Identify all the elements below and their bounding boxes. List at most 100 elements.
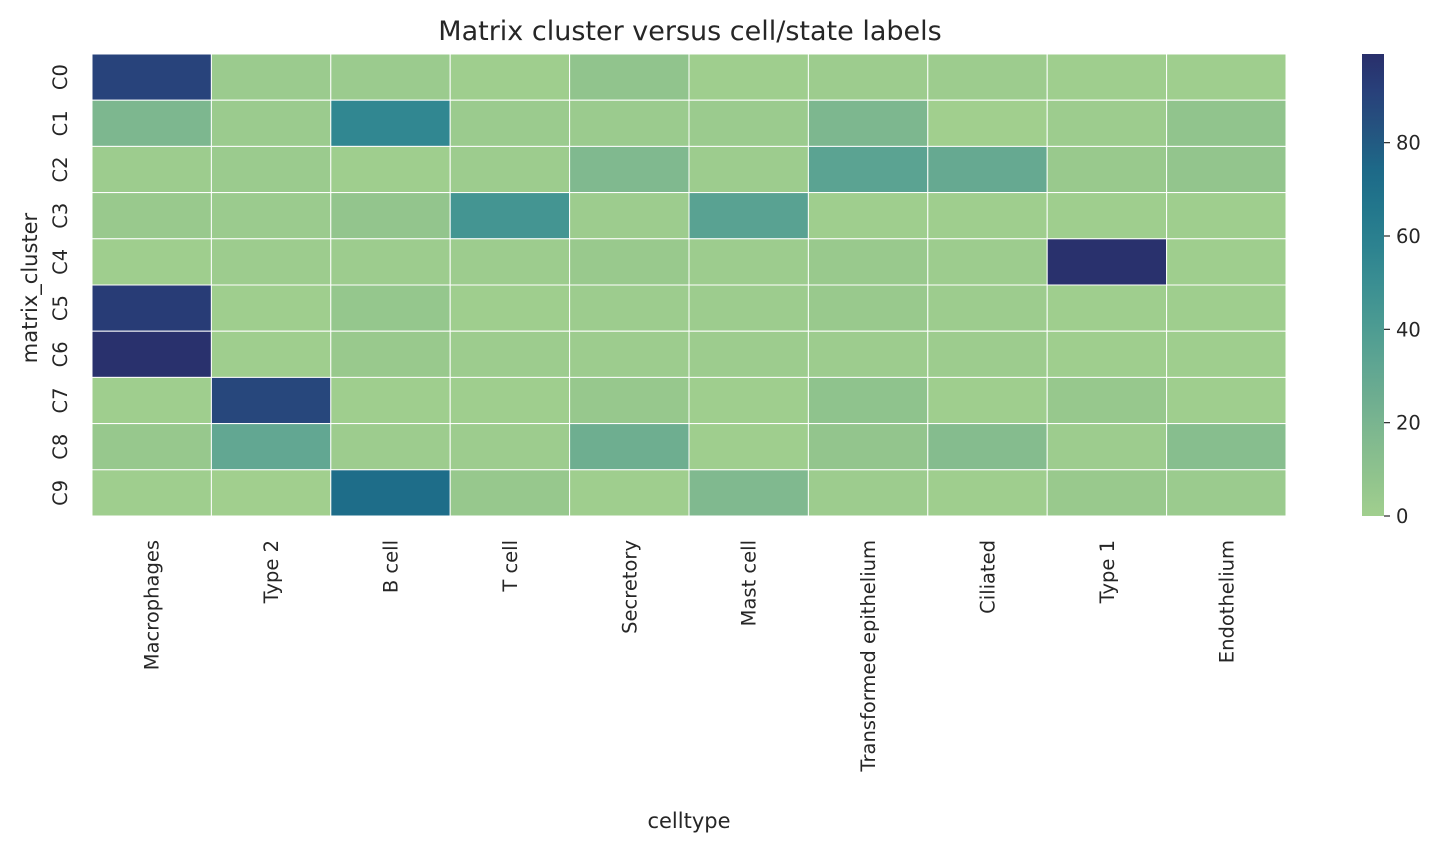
heatmap-cell-C6-10 xyxy=(1166,330,1287,378)
colorbar-tick-label: 20 xyxy=(1396,412,1421,435)
heatmap-cells xyxy=(91,53,1287,517)
heatmap-cell-C9-8 xyxy=(927,469,1048,517)
heatmap-cell-C8-5 xyxy=(569,423,690,471)
heatmap-cell-C0-4 xyxy=(449,53,571,101)
heatmap-cell-C5-4 xyxy=(449,284,571,332)
heatmap-cell-C9-9 xyxy=(1046,469,1168,517)
heatmap-cell-C6-5 xyxy=(569,330,690,378)
heatmap-cell-C8-4 xyxy=(449,423,571,471)
y-tick-label: C2 xyxy=(49,156,72,182)
x-tick-label: Secretory xyxy=(618,540,641,634)
heatmap-cell-C5-1 xyxy=(91,284,212,332)
colorbar-tick-label: 60 xyxy=(1396,225,1421,248)
heatmap-cell-C1-2 xyxy=(210,99,332,147)
heatmap-cell-C5-6 xyxy=(688,284,809,332)
heatmap-cell-C9-3 xyxy=(330,469,451,517)
heatmap-cell-C2-9 xyxy=(1046,145,1168,194)
colorbar-ticks: 0 20 40 60 80 xyxy=(1384,132,1421,528)
y-tick-label: C3 xyxy=(49,203,72,229)
heatmap-cell-C5-5 xyxy=(569,284,690,332)
heatmap-cell-C6-4 xyxy=(449,330,571,378)
x-axis-label: celltype xyxy=(647,809,730,833)
heatmap-cell-C7-2 xyxy=(210,376,332,425)
x-tick-label: Transformed epithelium xyxy=(857,540,880,773)
heatmap-cell-C9-4 xyxy=(449,469,571,517)
x-tick-label: Mast cell xyxy=(738,540,761,626)
heatmap-cell-C3-4 xyxy=(449,192,571,240)
heatmap-cell-C1-3 xyxy=(330,99,451,147)
y-tick-label: C9 xyxy=(49,480,72,506)
heatmap-cell-C5-9 xyxy=(1046,284,1168,332)
heatmap-cell-C6-7 xyxy=(807,330,929,378)
heatmap-cell-C0-7 xyxy=(807,53,929,101)
heatmap-cell-C7-8 xyxy=(927,376,1048,425)
heatmap-cell-C3-8 xyxy=(927,192,1048,240)
heatmap-cell-C8-3 xyxy=(330,423,451,471)
heatmap-cell-C3-1 xyxy=(91,192,212,240)
heatmap-cell-C7-7 xyxy=(807,376,929,425)
heatmap-cell-C8-9 xyxy=(1046,423,1168,471)
heatmap-cell-C2-2 xyxy=(210,145,332,194)
heatmap-cell-C5-7 xyxy=(807,284,929,332)
heatmap-cell-C4-2 xyxy=(210,238,332,286)
y-tick-label: C8 xyxy=(49,434,72,460)
heatmap-cell-C2-7 xyxy=(807,145,929,194)
heatmap-cell-C0-2 xyxy=(210,53,332,101)
heatmap-cell-C7-4 xyxy=(449,376,571,425)
heatmap-cell-C0-9 xyxy=(1046,53,1168,101)
heatmap-cell-C4-6 xyxy=(688,238,809,286)
heatmap-cell-C4-9 xyxy=(1046,238,1168,286)
heatmap-cell-C8-1 xyxy=(91,423,212,471)
heatmap-cell-C7-1 xyxy=(91,376,212,425)
heatmap-cell-C2-5 xyxy=(569,145,690,194)
y-tick-labels: C0 C1 C2 C3 C4 C5 C6 C7 C8 C9 xyxy=(49,64,72,506)
heatmap-cell-C9-10 xyxy=(1166,469,1287,517)
heatmap-cell-C4-7 xyxy=(807,238,929,286)
heatmap-cell-C0-1 xyxy=(91,53,212,101)
colorbar: 0 20 40 60 80 xyxy=(1362,54,1421,528)
heatmap-cell-C3-9 xyxy=(1046,192,1168,240)
heatmap-cell-C2-8 xyxy=(927,145,1048,194)
heatmap-cell-C5-2 xyxy=(210,284,332,332)
heatmap-cell-C9-2 xyxy=(210,469,332,517)
heatmap-cell-C3-3 xyxy=(330,192,451,240)
heatmap-cell-C0-10 xyxy=(1166,53,1287,101)
heatmap-cell-C2-10 xyxy=(1166,145,1287,194)
heatmap-cell-C3-7 xyxy=(807,192,929,240)
heatmap-cell-C7-3 xyxy=(330,376,451,425)
chart-title: Matrix cluster versus cell/state labels xyxy=(438,16,941,47)
heatmap-cell-C1-9 xyxy=(1046,99,1168,147)
heatmap-cell-C6-9 xyxy=(1046,330,1168,378)
y-tick-label: C7 xyxy=(49,387,72,413)
heatmap-cell-C5-8 xyxy=(927,284,1048,332)
x-tick-label: B cell xyxy=(380,540,403,593)
y-tick-label: C5 xyxy=(49,295,72,321)
heatmap-cell-C3-6 xyxy=(688,192,809,240)
heatmap-cell-C4-1 xyxy=(91,238,212,286)
heatmap-cell-C0-8 xyxy=(927,53,1048,101)
heatmap-cell-C1-5 xyxy=(569,99,690,147)
heatmap-cell-C0-6 xyxy=(688,53,809,101)
heatmap-cell-C9-5 xyxy=(569,469,690,517)
colorbar-tick-label: 80 xyxy=(1396,132,1421,155)
heatmap-cell-C7-5 xyxy=(569,376,690,425)
colorbar-gradient xyxy=(1362,54,1384,516)
heatmap-cell-C0-3 xyxy=(330,53,451,101)
heatmap-cell-C6-6 xyxy=(688,330,809,378)
heatmap-cell-C8-6 xyxy=(688,423,809,471)
heatmap-cell-C1-8 xyxy=(927,99,1048,147)
x-tick-label: Type 1 xyxy=(1096,540,1119,604)
heatmap-cell-C4-5 xyxy=(569,238,690,286)
heatmap-cell-C8-8 xyxy=(927,423,1048,471)
heatmap-cell-C2-1 xyxy=(91,145,212,194)
heatmap-cell-C1-10 xyxy=(1166,99,1287,147)
x-tick-labels: Macrophages Type 2 B cell T cell Secretory Ma… xyxy=(141,540,1239,773)
heatmap-cell-C3-2 xyxy=(210,192,332,240)
heatmap-cell-C7-6 xyxy=(688,376,809,425)
x-tick-label: Endothelium xyxy=(1215,540,1238,663)
y-tick-label: C0 xyxy=(49,64,72,90)
x-tick-label: Macrophages xyxy=(141,540,164,670)
heatmap-cell-C4-3 xyxy=(330,238,451,286)
x-tick-label: Ciliated xyxy=(977,540,1000,614)
